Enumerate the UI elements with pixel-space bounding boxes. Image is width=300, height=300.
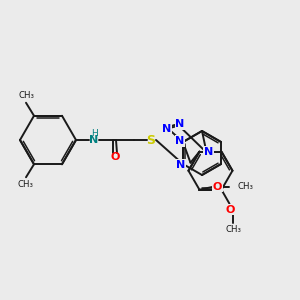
Text: O: O (226, 205, 235, 215)
Text: CH₃: CH₃ (18, 180, 34, 189)
Text: N: N (89, 135, 99, 145)
Text: O: O (110, 152, 120, 162)
Text: N: N (175, 136, 184, 146)
Text: N: N (175, 119, 184, 130)
Text: CH₃: CH₃ (18, 91, 34, 100)
Text: CH₃: CH₃ (238, 182, 254, 191)
Text: H: H (92, 130, 98, 139)
Text: N: N (162, 124, 171, 134)
Text: N: N (204, 146, 213, 157)
Text: S: S (146, 134, 155, 146)
Text: O: O (213, 182, 222, 192)
Text: N: N (176, 160, 186, 170)
Text: CH₃: CH₃ (226, 225, 242, 234)
